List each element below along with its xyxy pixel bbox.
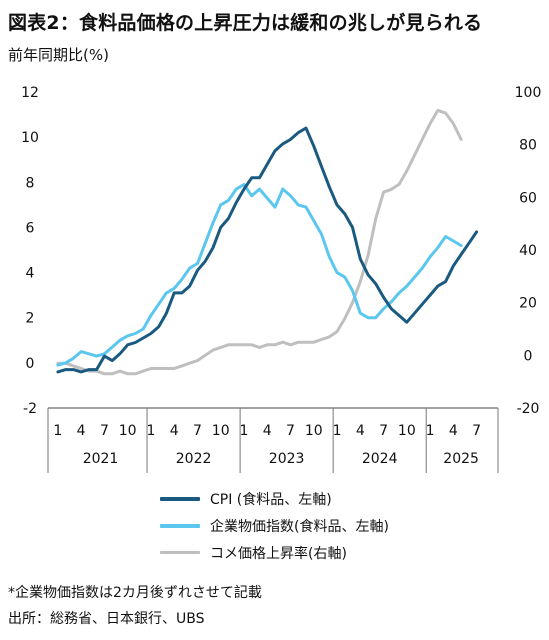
legend-label-cpi: CPI (食料品、左軸) <box>210 491 332 508</box>
y-right-tick-label: 20 <box>519 296 537 312</box>
x-tick-label: 7 <box>286 423 295 439</box>
x-tick-label: 7 <box>100 423 109 439</box>
series-line-cgpi <box>56 183 463 367</box>
y-right-tick-label: 100 <box>515 85 542 101</box>
x-tick-label: 4 <box>449 423 458 439</box>
x-tick-label: 4 <box>263 423 272 439</box>
legend-swatch-rice <box>160 551 200 554</box>
legend-item-cgpi: 企業物価指数(食料品、左軸) <box>160 512 389 539</box>
series-line-rice <box>56 108 463 376</box>
x-tick-label: 1 <box>53 423 62 439</box>
x-year-label: 2023 <box>269 451 305 467</box>
legend-label-rice: コメ価格上昇率(右軸) <box>210 545 347 562</box>
source-note: 出所：総務省、日本銀行、UBS <box>8 611 205 627</box>
x-tick-label: 1 <box>333 423 342 439</box>
x-tick-label: 7 <box>472 423 481 439</box>
y-left-tick-label: -2 <box>23 401 37 417</box>
x-year-label: 2022 <box>176 451 212 467</box>
legend-item-rice: コメ価格上昇率(右軸) <box>160 539 389 566</box>
chart-title: 図表2：食料品価格の上昇圧力は緩和の兆しが見られる <box>8 12 483 34</box>
x-year-label: 2025 <box>443 451 479 467</box>
legend-swatch-cpi <box>160 496 200 501</box>
y-right-tick-label: 80 <box>519 138 537 154</box>
y-left-tick-label: 12 <box>21 85 39 101</box>
y-left-tick-label: 0 <box>26 356 35 372</box>
y-right-tick-label: 60 <box>519 190 537 206</box>
x-tick-label: 7 <box>193 423 202 439</box>
y-left-tick-label: 2 <box>26 311 35 327</box>
chart-subtitle: 前年同期比(%) <box>8 46 109 64</box>
x-year-label: 2021 <box>83 451 119 467</box>
y-left-tick-label: 6 <box>26 220 35 236</box>
footnote: *企業物価指数は2カ月後ずれさせて記載 <box>8 585 262 601</box>
legend-swatch-cgpi <box>160 523 200 528</box>
legend-label-cgpi: 企業物価指数(食料品、左軸) <box>210 518 389 535</box>
series-line-cpi <box>56 126 479 374</box>
y-right-tick-label: 40 <box>519 243 537 259</box>
x-tick-label: 10 <box>212 423 230 439</box>
y-right-tick-label: 0 <box>524 348 533 364</box>
x-tick-label: 10 <box>398 423 416 439</box>
x-tick-label: 4 <box>77 423 86 439</box>
x-tick-label: 4 <box>356 423 365 439</box>
y-left-tick-label: 8 <box>26 175 35 191</box>
legend: CPI (食料品、左軸) 企業物価指数(食料品、左軸) コメ価格上昇率(右軸) <box>160 485 389 566</box>
legend-item-cpi: CPI (食料品、左軸) <box>160 485 389 512</box>
x-tick-label: 10 <box>305 423 323 439</box>
x-tick-label: 10 <box>119 423 137 439</box>
x-tick-label: 4 <box>170 423 179 439</box>
x-tick-label: 1 <box>426 423 435 439</box>
y-left-tick-label: 10 <box>21 130 39 146</box>
x-year-label: 2024 <box>362 451 398 467</box>
x-tick-label: 1 <box>240 423 249 439</box>
y-right-tick-label: -20 <box>517 401 540 417</box>
x-tick-label: 7 <box>379 423 388 439</box>
y-left-tick-label: 4 <box>26 266 35 282</box>
x-tick-label: 1 <box>146 423 155 439</box>
